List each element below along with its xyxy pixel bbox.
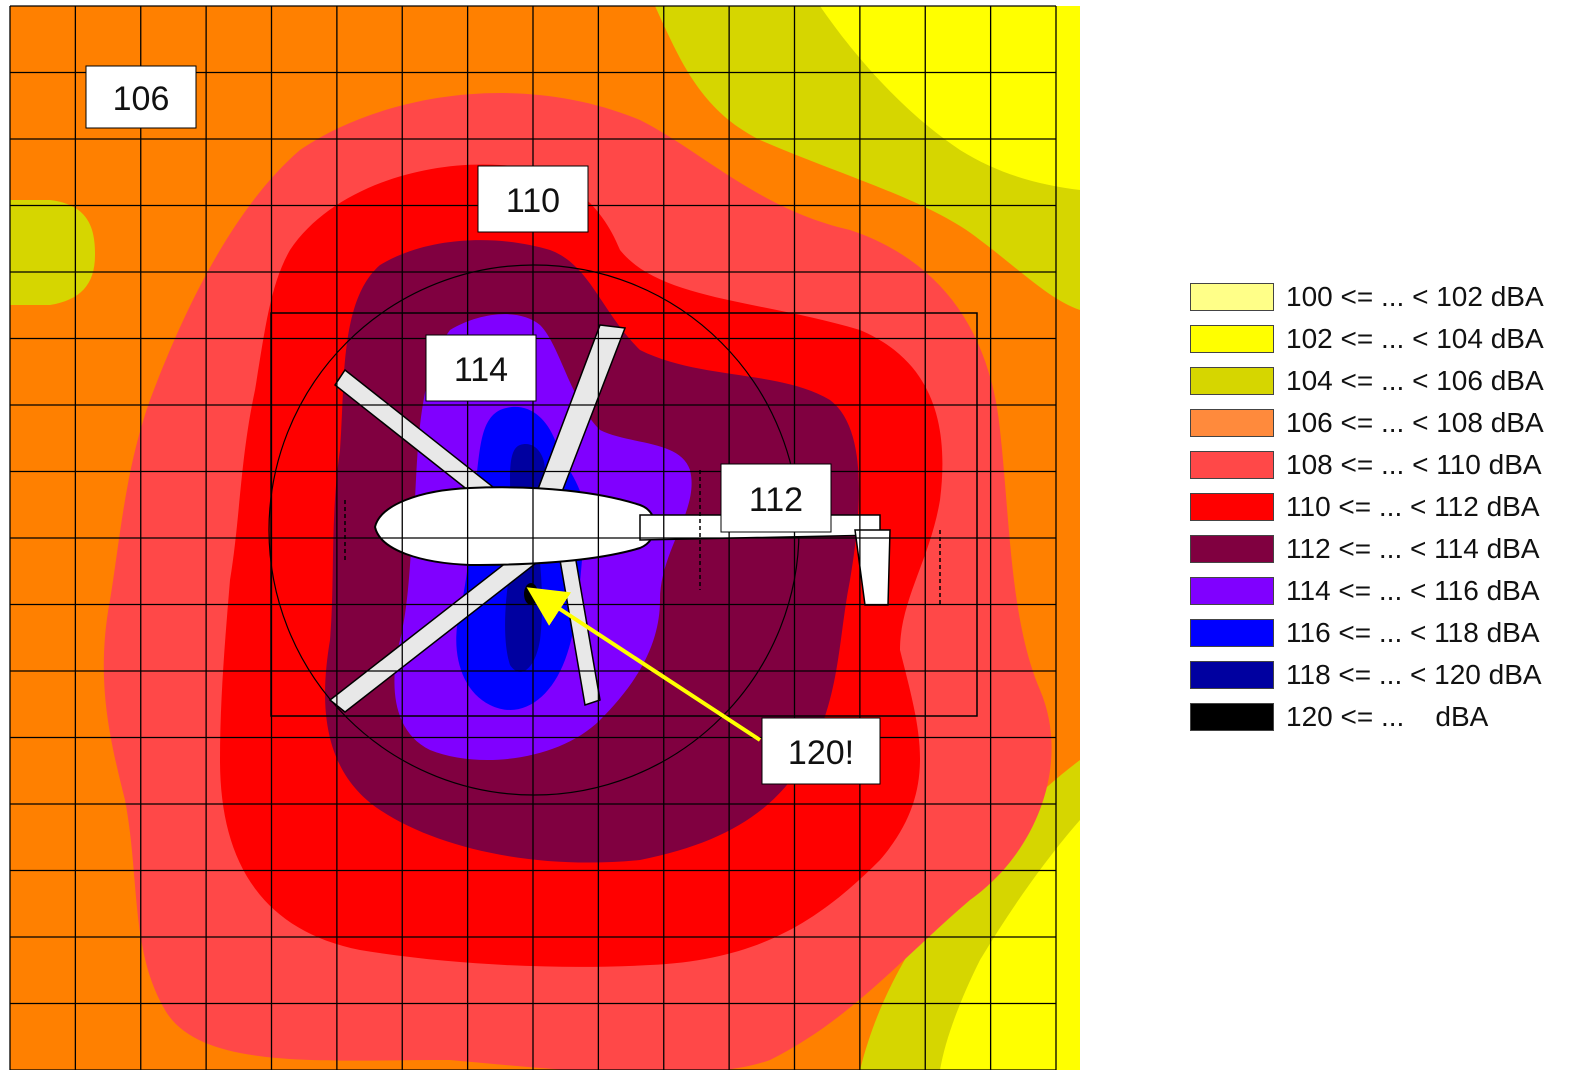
zone-102-104-bottom-right (940, 820, 1080, 1070)
legend-swatch (1190, 325, 1274, 353)
zone-label-106: 106 (113, 80, 170, 118)
legend-swatch (1190, 703, 1274, 731)
legend-label: 108 <= ... < 110 dBA (1286, 449, 1542, 480)
legend-label: 106 <= ... < 108 dBA (1286, 407, 1544, 438)
legend-label: 120 <= ... dBA (1286, 701, 1489, 732)
legend-swatch (1190, 577, 1274, 605)
legend-swatch (1190, 661, 1274, 689)
legend-swatch (1190, 367, 1274, 395)
legend-label: 112 <= ... < 114 dBA (1286, 533, 1540, 564)
legend-swatch (1190, 451, 1274, 479)
legend-swatch (1190, 619, 1274, 647)
zone-label-110: 110 (506, 182, 560, 220)
zone-label-120: 120! (788, 734, 854, 772)
zone-label-box: 112 (720, 463, 832, 533)
zone-label-114: 114 (454, 351, 508, 389)
zone-104-106-left (10, 200, 95, 305)
legend-label: 104 <= ... < 106 dBA (1286, 365, 1544, 396)
legend-label: 100 <= ... < 102 dBA (1286, 281, 1544, 312)
legend-swatch (1190, 283, 1274, 311)
legend-label: 102 <= ... < 104 dBA (1286, 323, 1544, 354)
zone-label-box: 110 (477, 165, 589, 233)
zone-120-plus (524, 583, 538, 605)
zone-label-112: 112 (749, 481, 803, 519)
legend-label: 110 <= ... < 112 dBA (1286, 491, 1540, 522)
legend-swatch (1190, 535, 1274, 563)
legend-label: 114 <= ... < 116 dBA (1286, 575, 1540, 606)
legend-label: 116 <= ... < 118 dBA (1286, 617, 1540, 648)
helicopter-outline (268, 264, 978, 796)
legend-swatch (1190, 493, 1274, 521)
zone-label-box: 106 (85, 65, 197, 129)
zone-label-box: 114 (425, 334, 537, 402)
legend-label: 118 <= ... < 120 dBA (1286, 659, 1542, 690)
hotspot-arrow (526, 587, 762, 742)
noise-contour-map: 106 110 114 112 120! (9, 5, 1080, 1070)
fuselage (373, 486, 656, 567)
legend-swatch (1190, 409, 1274, 437)
zone-label-box: 120! (761, 717, 881, 785)
zone-102-104-top-right (820, 6, 1080, 190)
